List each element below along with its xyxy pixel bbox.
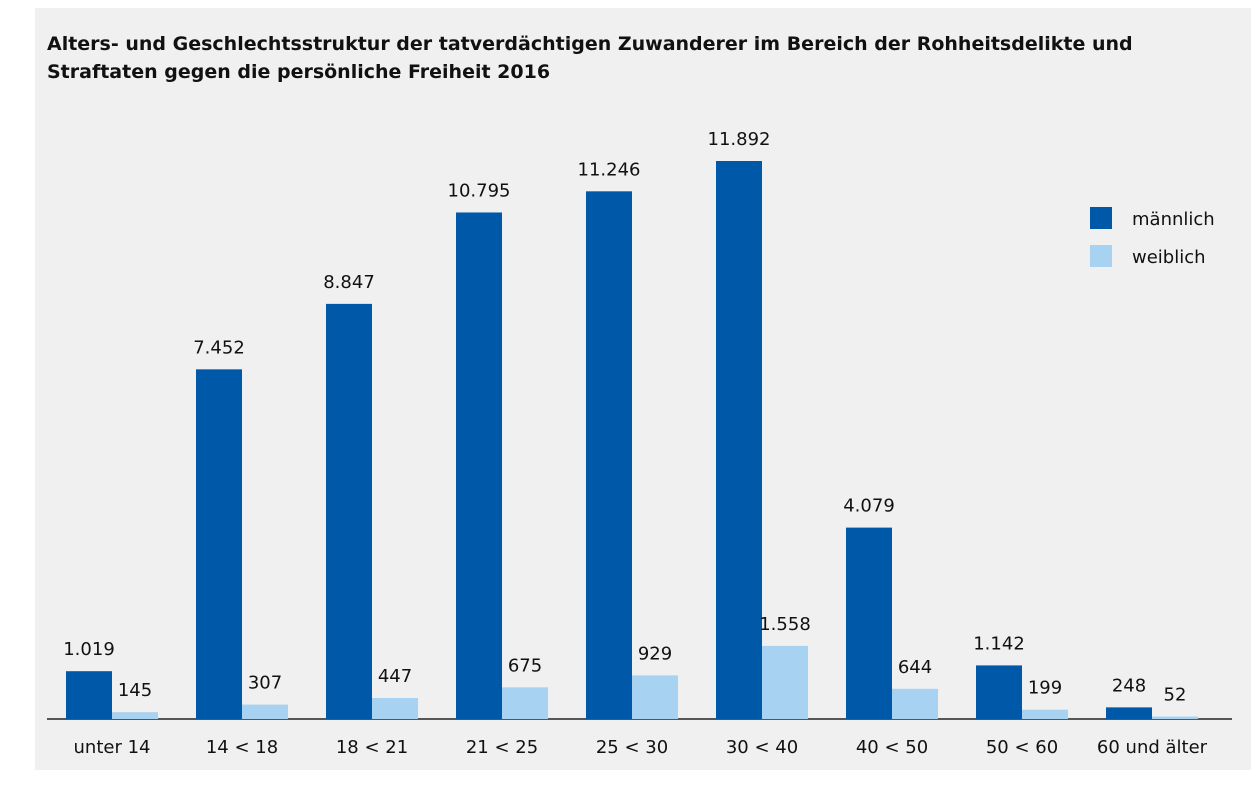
bar (976, 665, 1022, 719)
legend-label: männlich (1132, 209, 1215, 230)
bar (586, 191, 632, 719)
data-label: 11.246 (578, 159, 641, 180)
x-tick-label: 50 < 60 (986, 737, 1058, 758)
x-tick-label: 60 und älter (1097, 737, 1208, 758)
x-tick-label: 18 < 21 (336, 737, 408, 758)
data-label: 929 (638, 643, 672, 664)
x-tick-label: 21 < 25 (466, 737, 538, 758)
data-label: 52 (1164, 685, 1187, 706)
bar (892, 688, 938, 719)
data-label: 11.892 (708, 129, 771, 150)
bar (112, 712, 158, 719)
x-tick-label: 25 < 30 (596, 737, 668, 758)
bar (66, 671, 112, 719)
x-tick-label: 30 < 40 (726, 737, 798, 758)
x-tick-label: 14 < 18 (206, 737, 278, 758)
data-label: 447 (378, 666, 412, 687)
bar (372, 698, 418, 719)
data-label: 7.452 (193, 337, 245, 358)
chart-title: Alters- und Geschlechtsstruktur der tatv… (47, 33, 1133, 83)
data-label: 4.079 (843, 496, 895, 517)
bar (242, 704, 288, 719)
bar (1152, 716, 1198, 719)
data-label: 675 (508, 655, 542, 676)
bar (846, 527, 892, 719)
x-tick-label: unter 14 (74, 737, 151, 758)
data-label: 1.558 (759, 614, 811, 635)
data-label: 644 (898, 657, 932, 678)
data-label: 199 (1028, 678, 1062, 699)
data-label: 145 (118, 680, 152, 701)
bar (632, 675, 678, 719)
legend-swatch (1090, 207, 1112, 229)
data-label: 10.795 (448, 180, 511, 201)
bar (1022, 709, 1068, 719)
bar (762, 645, 808, 719)
data-label: 8.847 (323, 272, 375, 293)
legend-label: weiblich (1132, 247, 1206, 268)
data-label: 248 (1112, 675, 1146, 696)
data-label: 307 (248, 673, 282, 694)
bar (716, 161, 762, 719)
data-label: 1.019 (63, 639, 115, 660)
x-tick-label: 40 < 50 (856, 737, 928, 758)
bar (502, 687, 548, 719)
bar (196, 369, 242, 719)
bar (326, 303, 372, 719)
bar (1106, 707, 1152, 719)
data-label: 1.142 (973, 633, 1025, 654)
bar (456, 212, 502, 720)
legend-swatch (1090, 245, 1112, 267)
